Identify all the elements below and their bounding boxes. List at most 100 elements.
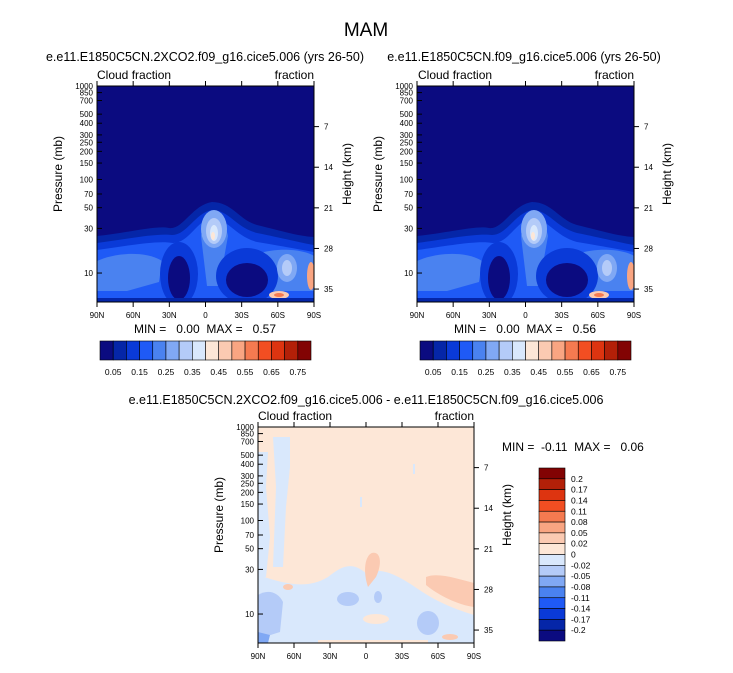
y-right-tick-label: 21 xyxy=(644,204,653,213)
colorbar-label: 0.14 xyxy=(571,495,588,505)
x-tick-label: 90S xyxy=(467,652,481,661)
y-right-tick-label: 14 xyxy=(484,504,493,513)
x-tick-label: 90N xyxy=(410,311,425,320)
y-right-tick-label: 28 xyxy=(324,244,333,253)
panel-3-contour-field xyxy=(258,427,474,643)
y-tick-label: 70 xyxy=(84,190,93,199)
colorbar-label: 0.2 xyxy=(571,474,583,484)
colorbar-label: 0.35 xyxy=(504,367,521,377)
x-tick-label: 60S xyxy=(271,311,285,320)
x-tick-label: 90S xyxy=(627,311,641,320)
y-tick-label: 50 xyxy=(404,204,413,213)
panel-2: e.e11.E1850C5CN.f09_g16.cice5.006 (yrs 2… xyxy=(371,50,674,377)
colorbar-box xyxy=(538,554,566,566)
x-tick-label: 30N xyxy=(162,311,177,320)
colorbar-box xyxy=(538,586,566,599)
y-tick-label: 10 xyxy=(84,269,93,278)
colorbar-label: 0.55 xyxy=(237,367,254,377)
y-tick-label: 700 xyxy=(80,96,94,105)
y-tick-label: 50 xyxy=(84,204,93,213)
panel-2-colorbar: 0.05 0.15 0.25 0.35 0.45 0.55 0.65 0.75 xyxy=(419,340,632,377)
x-tick-label: 60S xyxy=(591,311,605,320)
y-tick-label: 150 xyxy=(400,159,414,168)
x-tick-label: 30S xyxy=(395,652,409,661)
x-tick-label: 90N xyxy=(90,311,105,320)
y-tick-label: 200 xyxy=(241,488,255,497)
colorbar-label: -0.14 xyxy=(571,604,591,614)
colorbar-label: 0.05 xyxy=(425,367,442,377)
colorbar-box xyxy=(538,543,566,555)
colorbar-box xyxy=(538,629,566,642)
colorbar-box xyxy=(231,340,246,361)
panel-1-title: e.e11.E1850C5CN.2XCO2.f09_g16.cice5.006 … xyxy=(46,50,364,64)
panel-1-right-string: fraction xyxy=(275,68,314,82)
y-right-axis-label: Height (km) xyxy=(500,484,514,546)
y-tick-label: 850 xyxy=(241,430,255,439)
y-tick-label: 400 xyxy=(241,460,255,469)
colorbar-label: 0.75 xyxy=(610,367,627,377)
colorbar-label: 0.05 xyxy=(105,367,122,377)
x-tick-label: 60N xyxy=(287,652,302,661)
y-axis-label: Pressure (mb) xyxy=(371,136,385,212)
x-tick-label: 30N xyxy=(482,311,497,320)
y-tick-label: 30 xyxy=(245,565,254,574)
panel-2-axes: 1030507010015020025030040050070085010003… xyxy=(371,81,674,320)
colorbar-box xyxy=(485,340,500,361)
colorbar-label: -0.11 xyxy=(571,593,590,603)
colorbar-box xyxy=(178,340,193,361)
colorbar-label: 0.65 xyxy=(583,367,600,377)
colorbar-label: 0.25 xyxy=(478,367,495,377)
y-right-tick-label: 35 xyxy=(324,285,333,294)
colorbar-box xyxy=(99,340,114,361)
colorbar-box xyxy=(126,340,140,361)
colorbar-label: 0.45 xyxy=(210,367,227,377)
panel-3-axes: 1030507010015020025030040050070085010003… xyxy=(212,422,514,661)
y-tick-label: 300 xyxy=(400,131,414,140)
x-tick-label: 60N xyxy=(126,311,141,320)
panel-1-contour-field xyxy=(97,86,314,302)
colorbar-box xyxy=(538,467,566,480)
y-tick-label: 100 xyxy=(241,517,255,526)
y-tick-label: 1000 xyxy=(395,82,413,91)
y-tick-label: 200 xyxy=(80,147,94,156)
y-tick-label: 400 xyxy=(80,119,94,128)
y-right-tick-label: 7 xyxy=(324,123,329,132)
y-right-tick-label: 7 xyxy=(484,464,489,473)
colorbar-label: 0.02 xyxy=(571,539,588,549)
y-tick-label: 150 xyxy=(80,159,94,168)
colorbar-box xyxy=(538,597,566,609)
y-right-tick-label: 7 xyxy=(644,123,649,132)
colorbar-box xyxy=(205,340,219,361)
x-tick-label: 0 xyxy=(523,311,528,320)
panel-3-left-string: Cloud fraction xyxy=(258,409,332,423)
y-tick-label: 500 xyxy=(400,110,414,119)
y-right-tick-label: 35 xyxy=(644,285,653,294)
colorbar-box xyxy=(538,608,566,620)
x-tick-label: 0 xyxy=(364,652,369,661)
y-tick-label: 70 xyxy=(404,190,413,199)
panel-3-minmax: MIN = -0.11 MAX = 0.06 xyxy=(502,440,644,454)
x-tick-label: 30S xyxy=(235,311,249,320)
y-tick-label: 10 xyxy=(245,610,254,619)
colorbar-box xyxy=(564,340,579,361)
panel-3-right-string: fraction xyxy=(435,409,474,423)
colorbar-label: -0.2 xyxy=(571,625,586,635)
colorbar-box xyxy=(419,340,434,361)
colorbar-box xyxy=(446,340,460,361)
x-tick-label: 30N xyxy=(323,652,338,661)
colorbar-box xyxy=(192,340,206,361)
colorbar-box xyxy=(538,565,566,577)
y-right-axis-label: Height (km) xyxy=(660,143,674,205)
y-axis-label: Pressure (mb) xyxy=(51,136,65,212)
colorbar-box xyxy=(604,340,619,361)
colorbar-box xyxy=(284,340,299,361)
panel-1-axes: 1030507010015020025030040050070085010003… xyxy=(51,81,354,320)
panel-2-contour-field xyxy=(417,86,634,302)
colorbar-label: -0.08 xyxy=(571,582,591,592)
colorbar-label: 0.15 xyxy=(451,367,468,377)
panel-3-title: e.e11.E1850C5CN.2XCO2.f09_g16.cice5.006 … xyxy=(129,393,604,407)
colorbar-label: -0.17 xyxy=(571,614,591,624)
y-right-tick-label: 21 xyxy=(484,545,493,554)
colorbar-box xyxy=(139,340,154,361)
